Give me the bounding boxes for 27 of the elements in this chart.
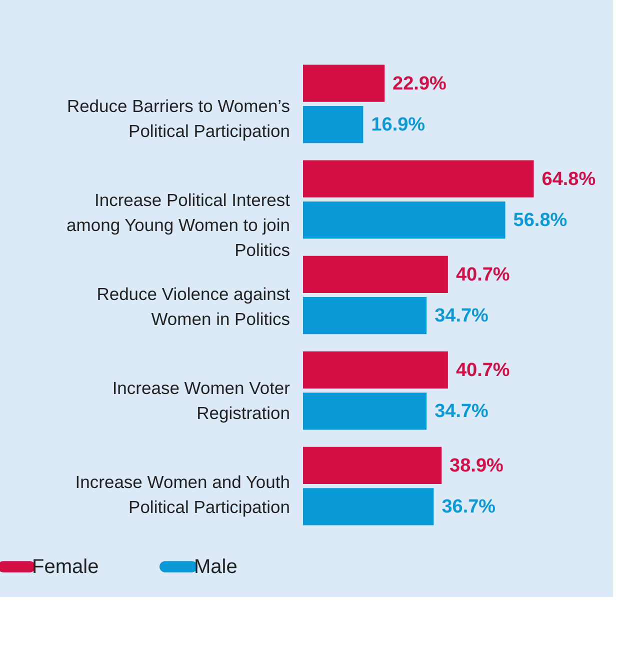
bar (303, 202, 506, 239)
y-tick-label: Reduce Barriers to Women’s Political Participation (66, 96, 290, 141)
data-label: 38.9% (450, 455, 504, 476)
data-label: 36.7% (442, 496, 496, 518)
bar (303, 392, 427, 430)
data-label: 34.7% (434, 306, 489, 327)
bar (303, 256, 448, 293)
data-label: 64.8% (542, 168, 596, 190)
bar (303, 297, 427, 334)
data-label: 34.7% (434, 401, 489, 422)
bar (303, 106, 364, 144)
data-label: 22.9% (392, 73, 447, 94)
bar (303, 160, 534, 198)
data-label: 40.7% (456, 360, 510, 381)
y-tick-label: Reduce Violence against Women in Politics (96, 284, 290, 329)
data-label: 16.9% (371, 114, 426, 136)
bar (303, 351, 448, 388)
bar (303, 446, 442, 484)
y-tick-label: Increase Women Voter Registration (112, 378, 290, 423)
y-tick-label: Increase Women and Youth Political Participation (75, 472, 290, 517)
bar (303, 488, 434, 526)
legend-label: Male (194, 556, 238, 578)
bar (303, 64, 385, 102)
legend-label: Female (32, 556, 99, 578)
data-label: 56.8% (513, 210, 568, 232)
y-tick-label: Increase Political Interest among Young Women to join Politics (66, 190, 290, 260)
data-label: 40.7% (456, 264, 510, 286)
